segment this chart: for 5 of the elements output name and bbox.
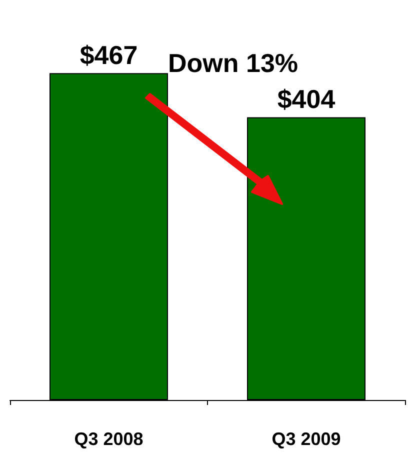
annotation: Down 13% [168,48,298,78]
data-label: $404 [277,84,336,114]
x-tick-label: Q3 2009 [272,429,341,449]
x-tick-label: Q3 2008 [74,429,144,449]
data-label: $467 [80,40,138,70]
